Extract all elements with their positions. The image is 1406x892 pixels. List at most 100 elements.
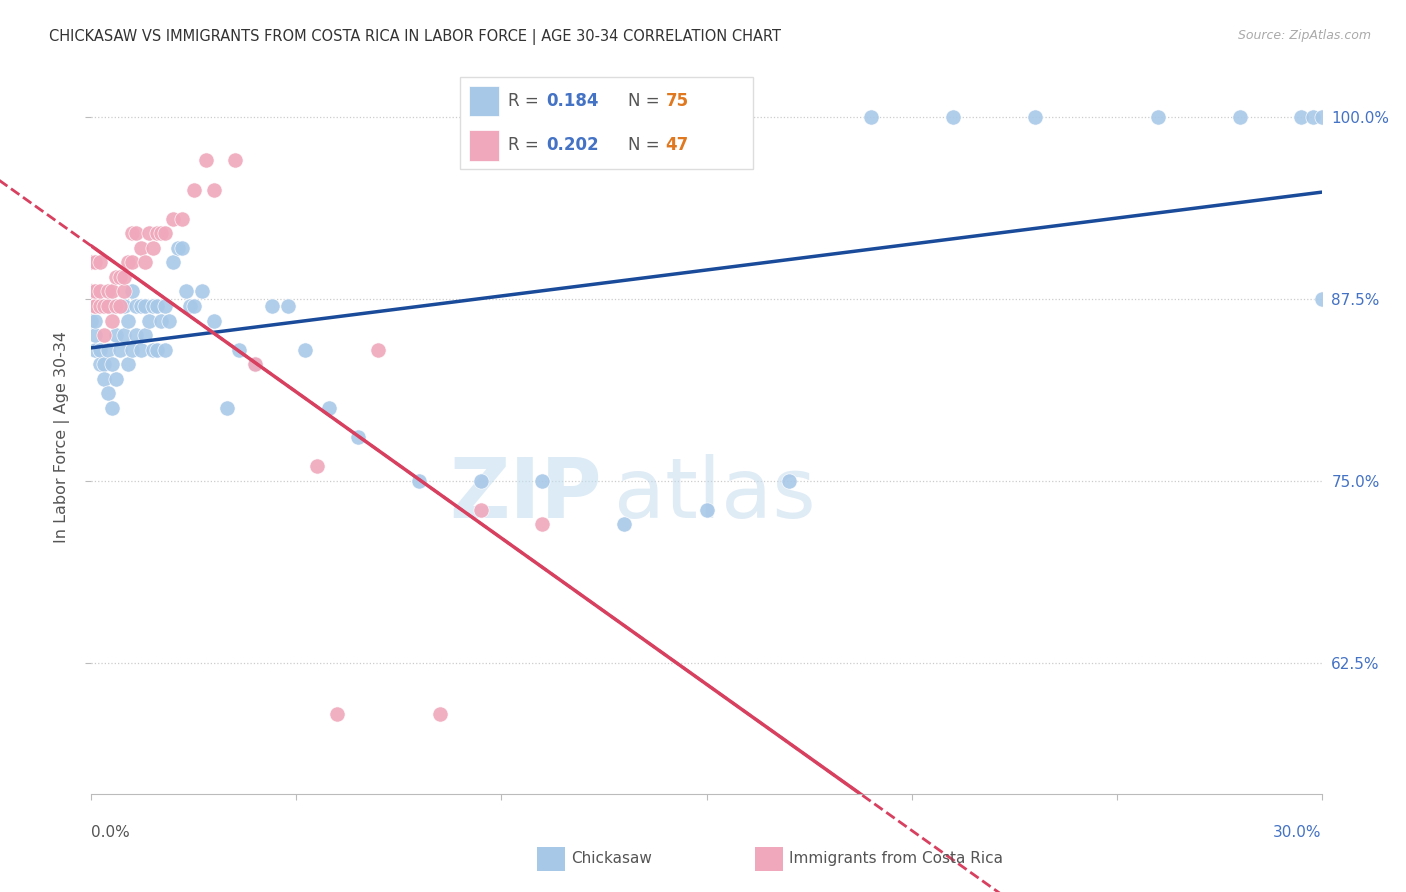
Point [531,474,554,488]
Text: R =: R = [509,136,544,154]
Point [1302,110,1324,124]
Point [80,285,103,299]
Point [470,474,492,488]
Point [80,285,103,299]
Point [112,285,135,299]
Point [183,299,205,313]
Point [105,299,127,313]
Point [150,313,173,327]
Point [117,313,139,327]
Text: atlas: atlas [614,454,815,534]
Point [80,255,103,269]
Point [80,255,103,269]
Point [80,313,103,327]
Point [1310,110,1333,124]
Point [80,285,103,299]
Text: N =: N = [627,92,665,110]
Point [101,313,124,327]
Y-axis label: In Labor Force | Age 30-34: In Labor Force | Age 30-34 [53,331,70,543]
Point [117,357,139,371]
Point [121,285,143,299]
Point [408,474,430,488]
Point [134,299,156,313]
Bar [470,130,499,161]
Point [84,343,107,357]
Point [105,372,127,386]
Point [108,299,131,313]
Point [157,313,180,327]
Point [129,299,152,313]
Point [89,285,111,299]
Text: Source: ZipAtlas.com: Source: ZipAtlas.com [1237,29,1371,43]
Text: Chickasaw: Chickasaw [571,852,652,866]
Point [134,255,156,269]
Point [202,313,225,327]
Point [134,328,156,343]
Point [84,328,107,343]
Point [117,255,139,269]
Text: ZIP: ZIP [450,454,602,534]
Point [153,343,177,357]
Point [101,285,124,299]
Point [245,357,267,371]
Point [191,285,214,299]
Bar [470,86,499,116]
Point [97,285,120,299]
Text: 47: 47 [665,136,689,154]
Point [1310,292,1333,306]
Text: R =: R = [509,92,544,110]
Point [121,226,143,240]
Point [125,299,148,313]
Point [138,226,160,240]
Point [89,343,111,357]
Point [93,328,115,343]
Point [97,299,120,313]
Point [179,299,201,313]
Point [153,299,177,313]
Point [228,343,250,357]
Text: CHICKASAW VS IMMIGRANTS FROM COSTA RICA IN LABOR FORCE | AGE 30-34 CORRELATION C: CHICKASAW VS IMMIGRANTS FROM COSTA RICA … [49,29,782,45]
Point [89,299,111,313]
Point [105,328,127,343]
Point [97,386,120,401]
Point [129,241,152,255]
Point [112,328,135,343]
Point [245,357,267,371]
FancyBboxPatch shape [460,77,754,169]
Point [101,401,124,415]
Text: 75: 75 [665,92,689,110]
Point [1146,110,1168,124]
Point [146,226,169,240]
Point [121,255,143,269]
Point [318,401,340,415]
Point [260,299,283,313]
Point [93,357,115,371]
Point [89,255,111,269]
Point [146,343,169,357]
Point [294,343,316,357]
Point [305,459,328,474]
Point [613,517,636,532]
Point [153,226,177,240]
Point [150,226,173,240]
Point [129,343,152,357]
Point [108,343,131,357]
Point [202,182,225,196]
Point [778,474,800,488]
Point [347,430,370,444]
Point [224,153,246,168]
Point [195,153,218,168]
Point [108,269,131,284]
Text: Immigrants from Costa Rica: Immigrants from Costa Rica [789,852,1002,866]
Point [97,343,120,357]
Point [162,255,184,269]
Point [101,357,124,371]
Point [138,313,160,327]
Point [174,285,197,299]
Point [1229,110,1251,124]
Point [470,503,492,517]
Point [367,343,389,357]
Text: 30.0%: 30.0% [1274,825,1322,840]
Point [97,299,120,313]
Point [942,110,965,124]
